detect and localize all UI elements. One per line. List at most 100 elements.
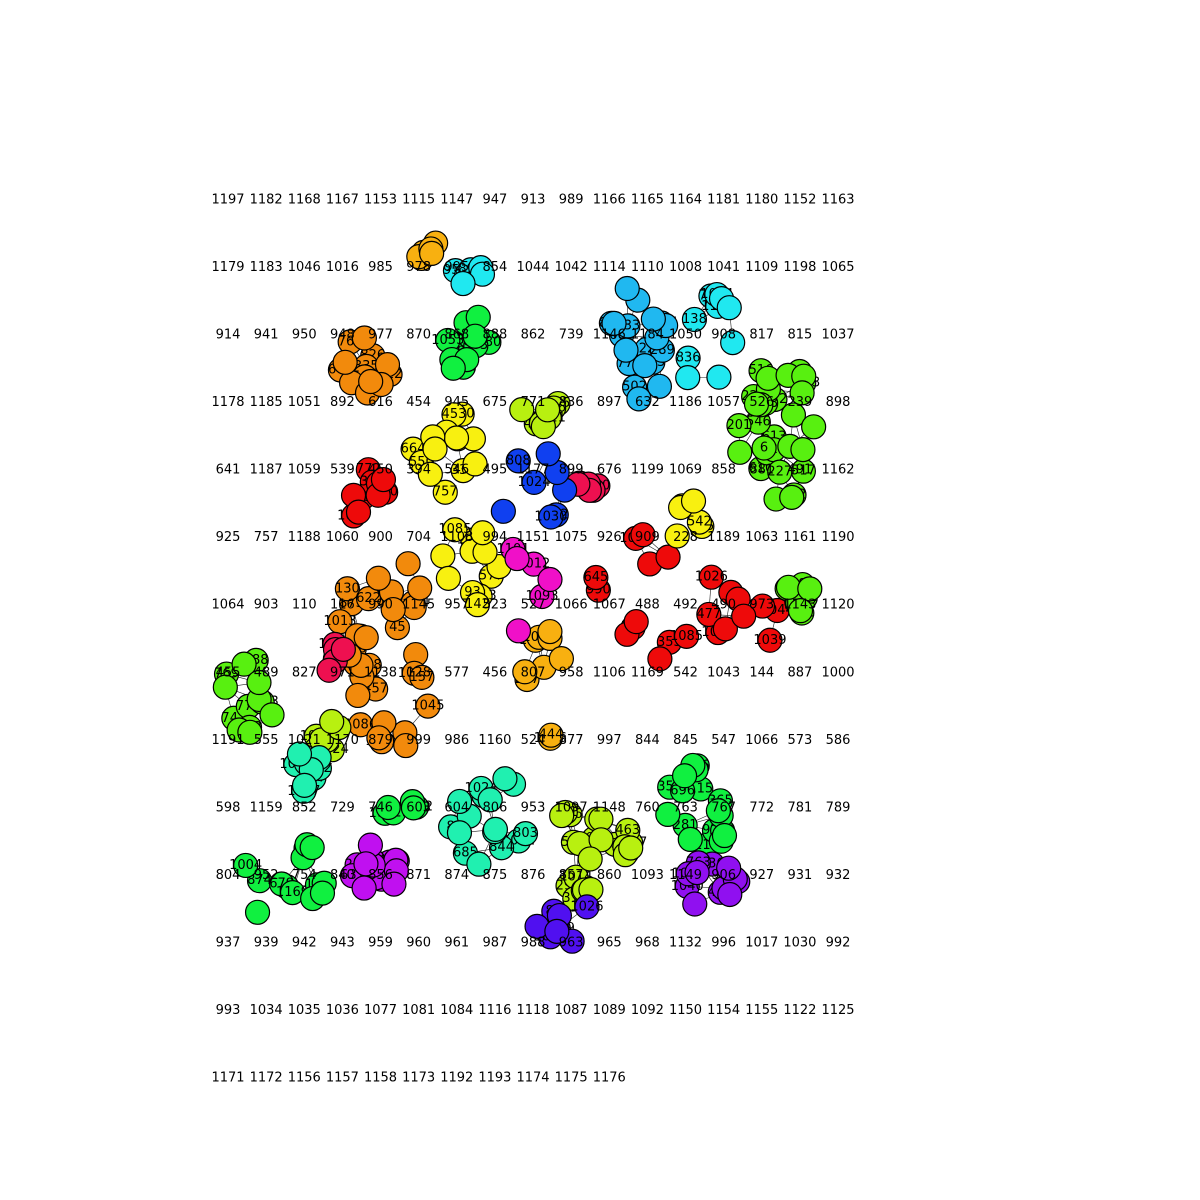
isolated-node-label: 729 [330, 800, 355, 815]
isolated-node-label: 860 [597, 868, 622, 883]
graph-node [419, 240, 445, 267]
graph-node: 138 [681, 306, 708, 333]
graph-node: 1030 [534, 504, 567, 530]
isolated-node-label: 704 [406, 530, 431, 545]
graph-node [705, 798, 731, 824]
graph-node [482, 816, 509, 842]
isolated-node-label: 986 [444, 733, 469, 748]
isolated-node-label: 1066 [745, 733, 778, 748]
node-label: 1093 [525, 589, 558, 604]
graph-node [630, 522, 656, 548]
node-circle [442, 517, 468, 543]
isolated-node-label: 877 [559, 733, 584, 748]
node-label: 836 [676, 351, 701, 366]
isolated-node-label: 539 [330, 463, 355, 478]
node-circle [353, 625, 379, 651]
isolated-node-label: 1110 [631, 260, 664, 275]
graph-node: 803 [512, 820, 539, 847]
graph-node [422, 436, 448, 462]
node-label: 517 [791, 464, 816, 479]
node-label: 444 [539, 728, 564, 743]
isolated-node-label: 789 [826, 800, 851, 815]
node-label: 1030 [534, 510, 567, 525]
graph-node [684, 859, 710, 886]
graph-node [332, 349, 358, 375]
isolated-node-label: 555 [254, 733, 279, 748]
graph-node: 157 [409, 664, 435, 690]
isolated-node-label: 903 [254, 598, 279, 613]
graph-node [370, 466, 397, 493]
isolated-node-label: 1172 [250, 1071, 283, 1086]
node-circle [647, 646, 673, 672]
isolated-node-label: 454 [406, 395, 431, 410]
graph-node [345, 499, 372, 525]
isolated-node-label: 950 [292, 328, 317, 343]
isolated-node-label: 763 [673, 800, 698, 815]
graph-node [512, 659, 538, 685]
isolated-node-label: 1180 [745, 193, 778, 208]
graph-node [246, 669, 272, 696]
isolated-node-label: 1087 [555, 1003, 588, 1018]
isolated-node-label: 772 [749, 800, 774, 815]
graph-node [789, 380, 815, 406]
graph-node [316, 657, 342, 683]
isolated-node-label: 1197 [211, 193, 244, 208]
graph-node: 622 [355, 586, 382, 612]
isolated-node-label: 1174 [516, 1071, 549, 1086]
node-circle [775, 574, 802, 600]
isolated-node-label: 760 [635, 800, 660, 815]
isolated-node-label: 1030 [783, 935, 816, 950]
isolated-node-label: 239 [787, 395, 812, 410]
node-circle [358, 368, 384, 395]
isolated-node-label: 906 [711, 868, 736, 883]
node-circle [365, 565, 392, 591]
graph-node [682, 891, 708, 917]
isolated-node-label: 879 [368, 733, 393, 748]
node-circle [212, 674, 238, 700]
isolated-node-label: 844 [635, 733, 660, 748]
graph-node [618, 835, 644, 861]
node-circle [353, 851, 379, 877]
graph-node [720, 329, 746, 356]
isolated-node-label: 854 [482, 260, 507, 275]
node-circle [664, 523, 690, 549]
isolated-node-label: 990 [368, 598, 393, 613]
node-label: 227 [767, 465, 792, 480]
graph-node [365, 565, 392, 591]
isolated-node-label: 887 [787, 665, 812, 680]
node-circle [727, 439, 753, 465]
isolated-node-label: 546 [444, 463, 469, 478]
node-circle [640, 306, 666, 332]
graph-node: 201 [726, 412, 752, 439]
graph-node [237, 719, 263, 745]
graph-node [353, 851, 379, 877]
graph-node [655, 801, 681, 828]
graph-node [712, 616, 738, 642]
isolated-node-label: 1118 [516, 1003, 549, 1018]
node-circle [443, 425, 470, 451]
isolated-node-label: 1122 [783, 1003, 816, 1018]
node-circle [716, 855, 742, 881]
isolated-node-label: 1138 [364, 665, 397, 680]
graph-node [291, 772, 318, 798]
node-circle [534, 397, 561, 423]
node-circle [537, 618, 563, 645]
isolated-node-label: 676 [597, 463, 622, 478]
graph-node [231, 651, 257, 677]
graph-node [614, 275, 640, 302]
isolated-node-label: 1043 [707, 665, 740, 680]
isolated-node-label: 490 [711, 598, 736, 613]
node-circle [231, 651, 257, 677]
isolated-node-label: 870 [406, 328, 431, 343]
isolated-node-label: 1146 [593, 328, 626, 343]
isolated-node-label: 927 [749, 868, 774, 883]
isolated-node-label: 1165 [631, 193, 664, 208]
node-label: 1045 [411, 699, 444, 714]
isolated-node-label: 941 [254, 328, 279, 343]
isolated-node-label: 909 [635, 530, 660, 545]
isolated-node-label: 1093 [631, 868, 664, 883]
graph-node [400, 795, 427, 821]
node-circle [743, 391, 770, 417]
isolated-node-label: 1041 [707, 260, 740, 275]
node-circle [583, 564, 609, 591]
